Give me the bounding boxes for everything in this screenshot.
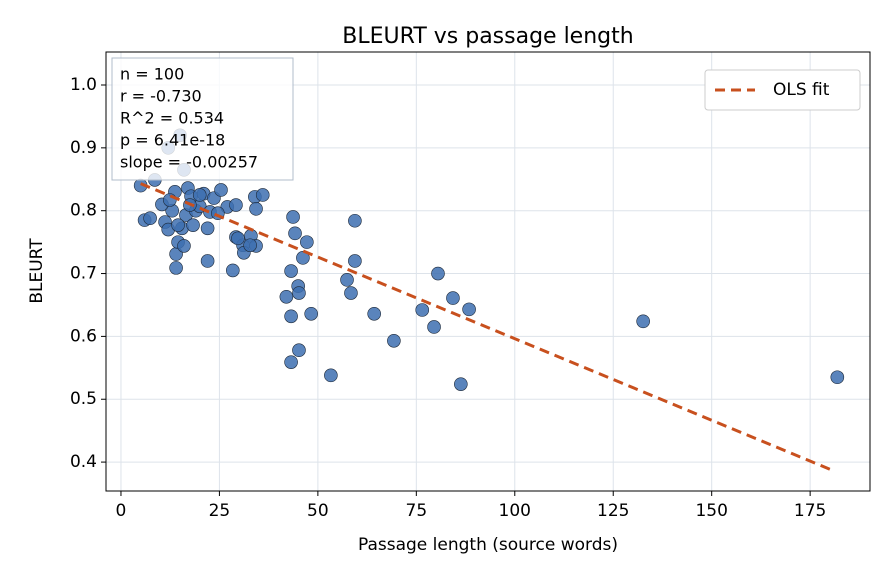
x-tick-label: 150 (695, 501, 727, 521)
y-axis-label: BLEURT (27, 238, 47, 304)
point (462, 302, 476, 317)
point (636, 314, 650, 329)
point (344, 286, 358, 300)
point (231, 231, 245, 246)
y-tick-label: 0.7 (70, 264, 97, 284)
point (169, 261, 183, 275)
legend-box (704, 69, 861, 111)
point (226, 263, 240, 278)
point (200, 254, 215, 268)
x-tick-label: 50 (307, 501, 329, 521)
point (387, 333, 401, 348)
point (292, 286, 306, 300)
x-tick-label: 100 (499, 501, 531, 521)
stats-box (111, 57, 294, 181)
point (415, 303, 430, 317)
stats-line: slope = -0.00257 (120, 153, 258, 172)
point (171, 218, 185, 232)
point (367, 306, 381, 321)
x-tick-label: 0 (116, 501, 127, 521)
y-tick-label: 0.5 (70, 389, 97, 409)
point (192, 188, 207, 202)
y-tick-label: 0.6 (70, 326, 97, 346)
y-tick-label: 1.0 (70, 75, 97, 95)
point (255, 188, 270, 202)
point (304, 306, 318, 321)
x-tick-label: 125 (597, 501, 629, 521)
stats-line: R^2 = 0.534 (120, 109, 224, 128)
plot-frame (105, 51, 871, 492)
point (348, 213, 362, 228)
point (186, 218, 200, 232)
y-tick-label: 0.9 (70, 138, 97, 158)
point (249, 202, 263, 216)
stats-line: n = 100 (120, 65, 184, 84)
chart-title: BLEURT vs passage length (342, 24, 633, 49)
point (427, 320, 441, 334)
point (348, 254, 362, 268)
point (284, 264, 298, 278)
y-tick-label: 0.4 (70, 452, 97, 472)
point (284, 309, 298, 324)
point (200, 221, 215, 236)
point (162, 193, 177, 207)
stats-line: r = -0.730 (120, 87, 202, 106)
point (284, 355, 298, 369)
point (431, 266, 445, 281)
point (300, 235, 314, 249)
legend-label: OLS fit (773, 80, 830, 100)
point (454, 377, 468, 391)
point (446, 291, 460, 305)
point (340, 273, 354, 287)
point (229, 198, 243, 212)
x-tick-label: 75 (406, 501, 428, 521)
fit-line (140, 182, 835, 473)
point (286, 210, 300, 224)
x-tick-label: 175 (794, 501, 826, 521)
x-axis-label: Passage length (source words) (358, 535, 618, 555)
point (143, 211, 157, 226)
stats-line: p = 6.41e-18 (120, 131, 225, 150)
point (324, 368, 338, 383)
point (830, 370, 845, 385)
point (243, 238, 257, 253)
y-tick-label: 0.8 (70, 201, 97, 221)
point (296, 251, 310, 265)
point (279, 289, 294, 304)
point (288, 226, 302, 241)
point (177, 239, 191, 253)
point (292, 343, 306, 358)
x-tick-label: 25 (209, 501, 231, 521)
point (214, 183, 228, 197)
